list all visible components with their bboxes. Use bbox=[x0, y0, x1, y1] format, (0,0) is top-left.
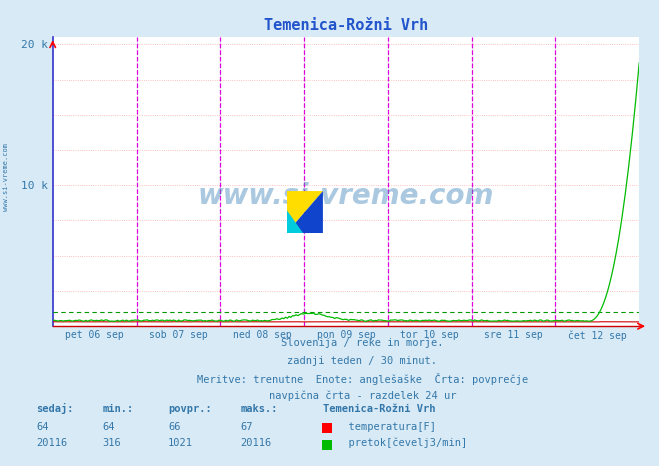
Text: min.:: min.: bbox=[102, 404, 133, 414]
Text: 316: 316 bbox=[102, 439, 121, 448]
Polygon shape bbox=[287, 210, 303, 233]
Polygon shape bbox=[287, 191, 323, 233]
Text: www.si-vreme.com: www.si-vreme.com bbox=[3, 143, 9, 211]
Text: Meritve: trenutne  Enote: anglešaške  Črta: povprečje: Meritve: trenutne Enote: anglešaške Črta… bbox=[197, 373, 528, 385]
Text: maks.:: maks.: bbox=[241, 404, 278, 414]
Text: pretok[čevelj3/min]: pretok[čevelj3/min] bbox=[336, 438, 467, 448]
Text: 64: 64 bbox=[102, 422, 115, 432]
Polygon shape bbox=[287, 191, 323, 233]
Text: 20116: 20116 bbox=[36, 439, 67, 448]
Text: 20116: 20116 bbox=[241, 439, 272, 448]
Text: Temenica-Rožni Vrh: Temenica-Rožni Vrh bbox=[323, 404, 436, 414]
Text: sedaj:: sedaj: bbox=[36, 404, 74, 414]
Text: www.si-vreme.com: www.si-vreme.com bbox=[198, 182, 494, 210]
Text: 66: 66 bbox=[168, 422, 181, 432]
Text: povpr.:: povpr.: bbox=[168, 404, 212, 414]
Text: temperatura[F]: temperatura[F] bbox=[336, 422, 436, 432]
Text: zadnji teden / 30 minut.: zadnji teden / 30 minut. bbox=[287, 356, 438, 365]
Text: navpična črta - razdelek 24 ur: navpična črta - razdelek 24 ur bbox=[269, 391, 456, 402]
Text: Slovenija / reke in morje.: Slovenija / reke in morje. bbox=[281, 338, 444, 348]
Title: Temenica-Rožni Vrh: Temenica-Rožni Vrh bbox=[264, 18, 428, 34]
Text: 64: 64 bbox=[36, 422, 49, 432]
Text: 1021: 1021 bbox=[168, 439, 193, 448]
Text: 67: 67 bbox=[241, 422, 253, 432]
